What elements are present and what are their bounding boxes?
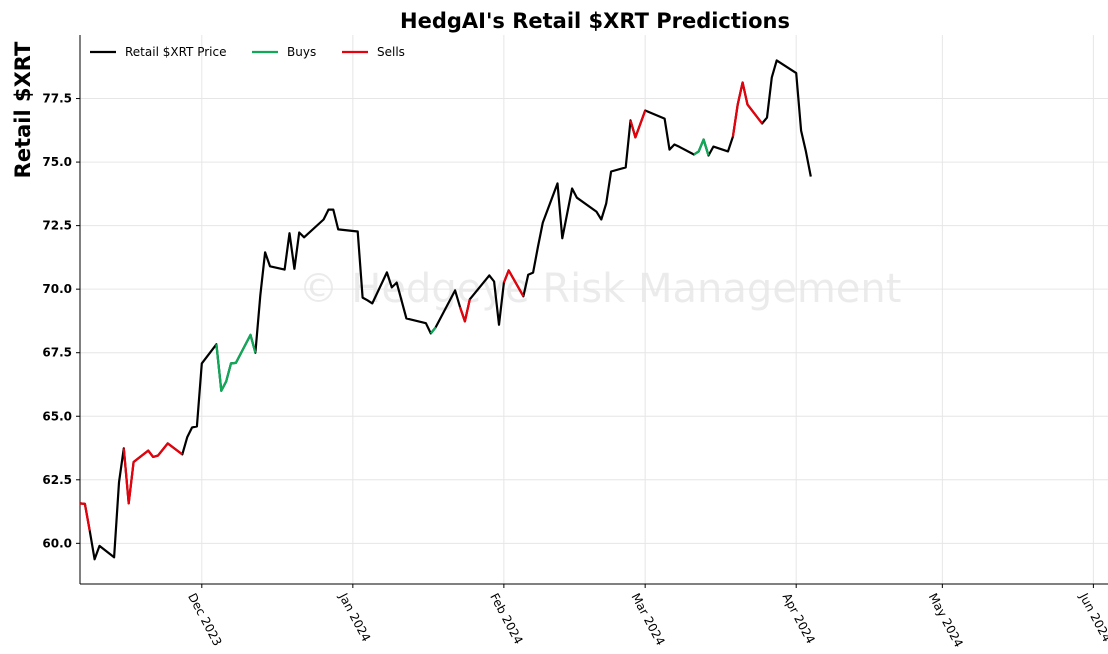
x-tick-label: Apr 2024 [780, 591, 818, 646]
x-tick-label: Jun 2024 [1076, 590, 1108, 644]
y-tick-label: 65.0 [42, 409, 72, 423]
x-tick-label: Feb 2024 [487, 591, 525, 647]
series-line [215, 138, 710, 392]
y-tick-label: 60.0 [42, 536, 72, 550]
legend-label: Buys [287, 45, 316, 59]
y-tick-label: 62.5 [42, 473, 72, 487]
y-tick-label: 70.0 [42, 282, 72, 296]
series-line [79, 81, 763, 531]
y-tick-label: 67.5 [42, 346, 72, 360]
y-tick-label: 75.0 [42, 155, 72, 169]
legend-label: Retail $XRT Price [125, 45, 226, 59]
y-tick-label: 77.5 [42, 92, 72, 106]
y-tick-label: 72.5 [42, 219, 72, 233]
x-tick-label: Jan 2024 [336, 590, 374, 644]
chart-title: HedgAI's Retail $XRT Predictions [400, 9, 790, 33]
y-axis-label: Retail $XRT [11, 41, 35, 178]
legend-label: Sells [377, 45, 405, 59]
x-tick-label: Mar 2024 [629, 591, 668, 648]
x-tick-label: May 2024 [926, 591, 966, 650]
x-tick-label: Dec 2023 [185, 591, 224, 648]
